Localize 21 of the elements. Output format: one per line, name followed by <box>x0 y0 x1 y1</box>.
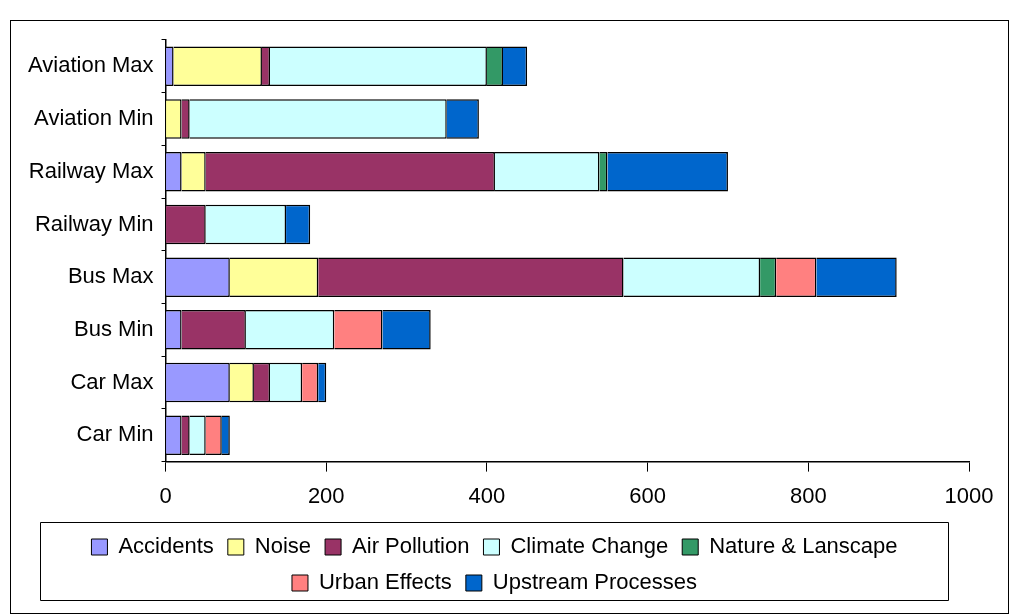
y-tick-label: Railway Max <box>28 157 154 183</box>
x-tick-label: 800 <box>789 482 827 508</box>
x-tick-label: 1000 <box>944 482 994 508</box>
legend-label: Climate Change <box>510 533 669 559</box>
legend-label: Urban Effects <box>318 569 452 595</box>
legend-label: Upstream Processes <box>492 569 698 595</box>
y-tick-label: Aviation Min <box>34 105 154 131</box>
x-tick-label: 200 <box>307 482 345 508</box>
y-tick-label: Railway Min <box>34 210 154 236</box>
legend-label: Air Pollution <box>352 533 470 559</box>
y-tick-label: Bus Min <box>74 315 154 341</box>
x-tick-label: 600 <box>629 482 666 508</box>
legend-label: Accidents <box>118 533 214 559</box>
legend-label: Noise <box>254 533 312 559</box>
y-tick-label: Car Max <box>70 368 154 394</box>
x-tick-label: 0 <box>159 482 172 508</box>
legend-label: Nature & Lanscape <box>709 533 898 559</box>
y-tick-label: Car Min <box>76 421 154 447</box>
x-tick-label: 400 <box>468 482 506 508</box>
y-tick-label: Aviation Max <box>28 52 154 78</box>
y-tick-label: Bus Max <box>67 263 154 289</box>
